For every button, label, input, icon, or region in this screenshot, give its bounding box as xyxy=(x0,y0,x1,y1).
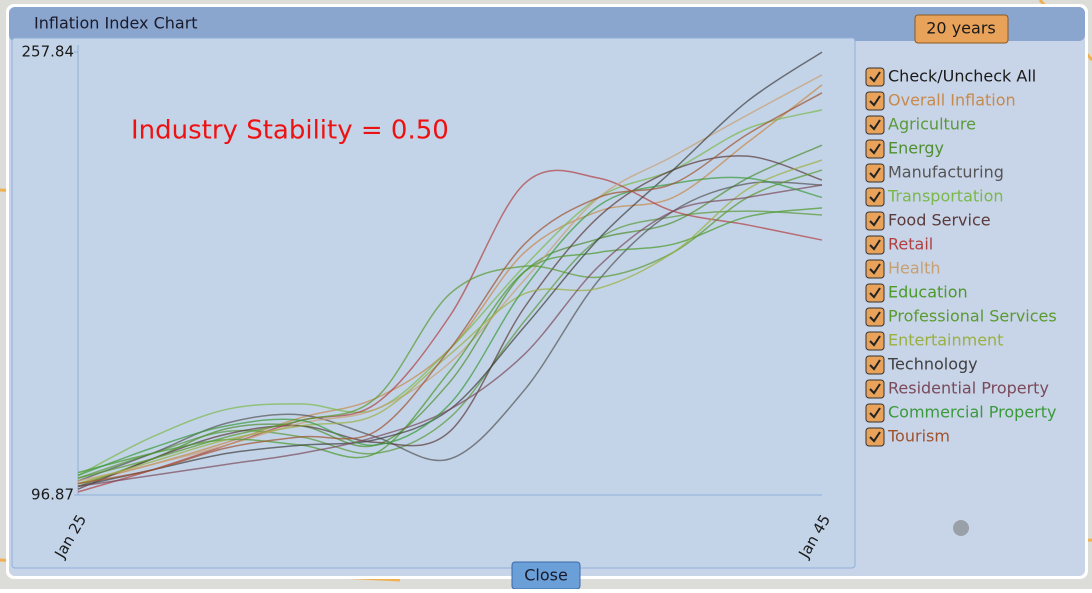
icon[interactable] xyxy=(953,520,969,536)
checkbox[interactable] xyxy=(865,163,885,183)
y-tick-label: 257.84 xyxy=(22,43,75,61)
checkbox[interactable] xyxy=(865,403,885,423)
checkbox[interactable] xyxy=(865,67,885,87)
legend-label[interactable]: Health xyxy=(888,259,941,278)
checkmark xyxy=(869,383,881,395)
title-bar xyxy=(9,7,1085,41)
series-line xyxy=(77,181,823,482)
checkmark xyxy=(869,119,881,131)
series-line xyxy=(77,92,823,485)
checkbox[interactable] xyxy=(865,235,885,255)
legend-label[interactable]: Commercial Property xyxy=(888,403,1056,422)
legend-label[interactable]: Residential Property xyxy=(888,379,1049,398)
legend-label[interactable]: Technology xyxy=(887,355,978,374)
legend-label[interactable]: Energy xyxy=(888,139,944,158)
checkbox[interactable] xyxy=(865,307,885,327)
legend-label[interactable]: Entertainment xyxy=(888,331,1003,350)
check-all-label[interactable]: Check/Uncheck All xyxy=(888,67,1036,86)
y-tick-label: 96.87 xyxy=(31,486,74,504)
annotation: Industry Stability = 0.50 xyxy=(131,116,449,146)
series-line xyxy=(77,51,823,488)
legend-label[interactable]: Professional Services xyxy=(888,307,1057,326)
legend-label[interactable]: Agriculture xyxy=(888,115,976,134)
series-line xyxy=(77,155,823,490)
checkbox[interactable] xyxy=(865,259,885,279)
series-line xyxy=(77,176,823,477)
range-button-label[interactable]: 20 years xyxy=(926,19,995,38)
checkmark xyxy=(869,71,881,83)
legend-label[interactable]: Overall Inflation xyxy=(888,91,1016,110)
series-line xyxy=(77,74,823,482)
legend-label[interactable]: Tourism xyxy=(887,427,950,446)
range-button[interactable] xyxy=(914,14,1009,44)
checkmark xyxy=(869,143,881,155)
checkmark xyxy=(869,359,881,371)
checkmark xyxy=(869,95,881,107)
checkmark xyxy=(869,407,881,419)
checkbox[interactable] xyxy=(865,139,885,159)
legend-label[interactable]: Retail xyxy=(888,235,933,254)
legend-label[interactable]: Transportation xyxy=(887,187,1004,206)
checkmark xyxy=(869,431,881,443)
checkbox[interactable] xyxy=(865,355,885,375)
series-line xyxy=(77,169,823,479)
series-line xyxy=(77,144,823,488)
checkbox[interactable] xyxy=(865,283,885,303)
checkmark xyxy=(869,239,881,251)
checkmark xyxy=(869,263,881,275)
checkmark xyxy=(869,191,881,203)
checkbox[interactable] xyxy=(865,379,885,399)
legend-label[interactable]: Manufacturing xyxy=(888,163,1004,182)
checkmark xyxy=(869,215,881,227)
series-line xyxy=(77,109,823,477)
checkbox[interactable] xyxy=(865,211,885,231)
checkbox[interactable] xyxy=(865,91,885,111)
series-line xyxy=(77,159,823,485)
legend-label[interactable]: Food Service xyxy=(888,211,991,230)
checkmark xyxy=(869,311,881,323)
checkbox[interactable] xyxy=(865,115,885,135)
checkbox[interactable] xyxy=(865,331,885,351)
window-title: Inflation Index Chart xyxy=(34,14,198,33)
checkmark xyxy=(869,287,881,299)
checkbox[interactable] xyxy=(865,427,885,447)
checkmark xyxy=(869,335,881,347)
close-button-label[interactable]: Close xyxy=(524,566,568,585)
checkmark xyxy=(869,167,881,179)
checkbox[interactable] xyxy=(865,187,885,207)
legend-label[interactable]: Education xyxy=(888,283,968,302)
series-line xyxy=(77,184,823,488)
